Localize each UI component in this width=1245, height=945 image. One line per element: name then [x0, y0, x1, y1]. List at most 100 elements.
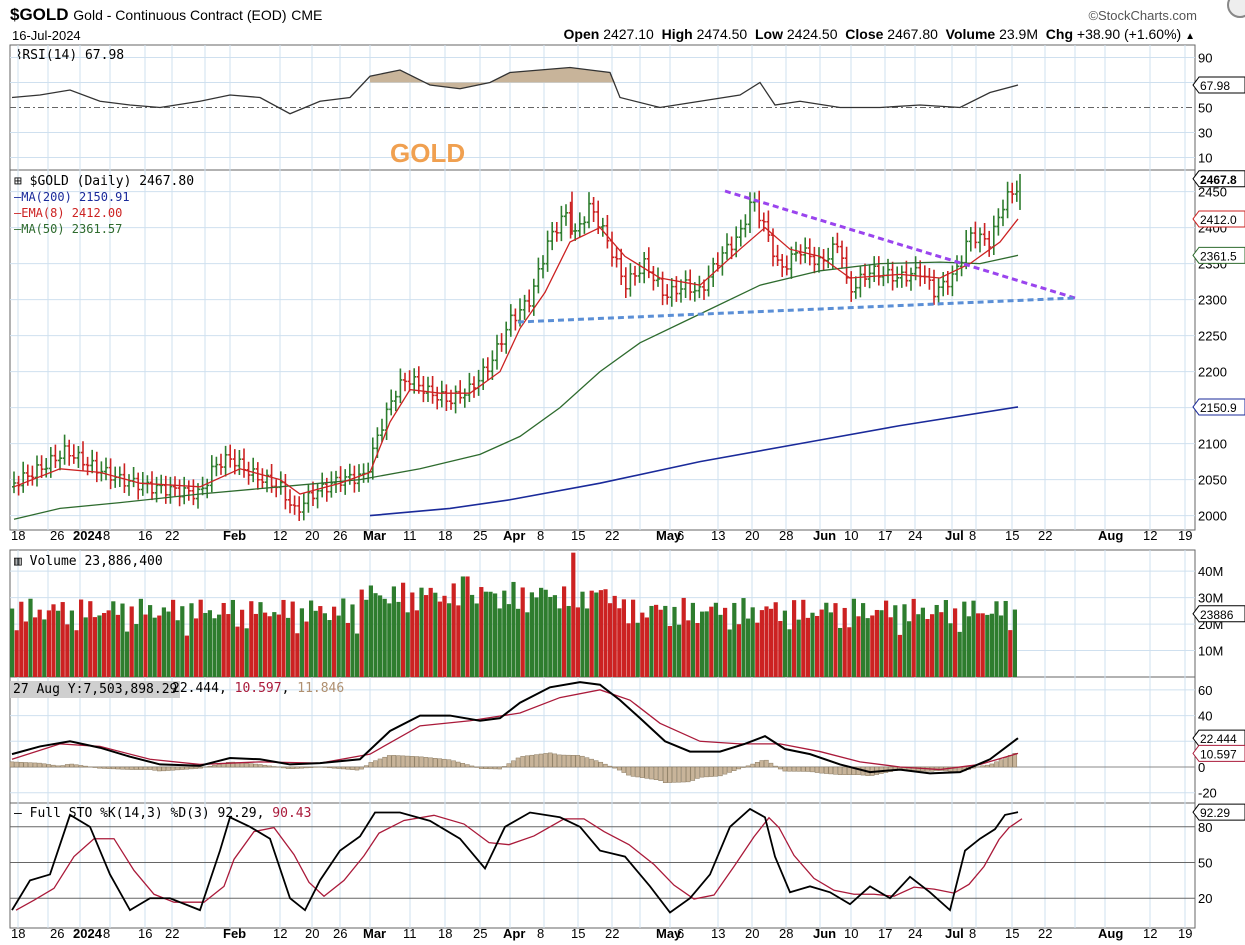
volume-bar: [677, 624, 682, 677]
price-bar: [393, 390, 398, 412]
volume-bar: [37, 609, 42, 677]
crosshair-tooltip: 27 Aug Y:7,503,898.29: [10, 681, 181, 698]
macd-hist-bar: [304, 766, 309, 769]
price-bar: [232, 449, 237, 475]
macd-hist-bar: [736, 766, 742, 770]
price-bar: [426, 376, 430, 402]
ma200-line: [369, 406, 1019, 517]
macd-hist-bar: [400, 755, 406, 768]
volume-bar: [548, 596, 553, 677]
volume-bar: [585, 608, 590, 677]
volume-bar: [953, 608, 958, 677]
support-trendline: [517, 296, 1076, 324]
macd-hist-bar: [823, 766, 829, 774]
sto-tag: [1192, 803, 1245, 821]
price-tag-label: 2361.5: [1200, 249, 1237, 263]
x-tick-label: 25: [473, 528, 487, 543]
macd-hist-bar: [534, 754, 539, 768]
volume-bar: [497, 608, 502, 677]
volume-bar: [999, 615, 1004, 677]
macd-hist-bar: [446, 759, 452, 768]
macd-hist-bar: [796, 766, 801, 772]
macd-hist-bar: [166, 766, 171, 771]
volume-bar: [575, 607, 580, 677]
price-bar: [191, 479, 196, 506]
price-bar: [315, 483, 320, 509]
macd-hist-bar: [267, 765, 272, 768]
macd-hist-bar: [667, 766, 673, 783]
x-tick-label: 13: [711, 528, 725, 543]
macd-hist-bar: [106, 766, 111, 769]
macd-tick-label: 0: [1198, 760, 1205, 775]
price-bar: [453, 385, 458, 414]
macd-tag: [1192, 729, 1245, 747]
volume-bar: [861, 603, 866, 677]
macd-hist-bar: [814, 766, 820, 773]
macd-hist-bar: [639, 766, 645, 778]
x-tick-label: 12: [273, 926, 287, 941]
price-bar: [458, 380, 463, 404]
price-bar: [876, 256, 881, 286]
ema8-line: [13, 218, 1019, 495]
volume-bar: [350, 604, 355, 677]
volume-bar: [617, 608, 622, 677]
price-bar: [352, 465, 357, 493]
volume-bar: [792, 600, 797, 677]
volume-bar: [138, 598, 143, 677]
volume-bar: [939, 612, 944, 677]
volume-bar: [23, 621, 28, 677]
volume-bar: [718, 614, 723, 677]
brand-label[interactable]: ©StockCharts.com: [1088, 8, 1197, 23]
volume-bar: [879, 610, 884, 677]
volume-bar: [171, 599, 176, 677]
macd-hist-bar: [248, 763, 254, 768]
volume-bar: [60, 602, 65, 677]
price-bar: [830, 236, 835, 269]
macd-hist-bar: [589, 758, 594, 768]
macd-hist-bar: [575, 755, 581, 768]
x-tick-label: 15: [1005, 528, 1019, 543]
price-bar: [573, 223, 578, 241]
x-tick-label: 19: [1178, 528, 1192, 543]
x-tick-label: 8: [103, 528, 110, 543]
volume-bar: [773, 602, 778, 677]
volume-bar: [704, 611, 709, 677]
price-bar: [122, 463, 127, 493]
panel-sto: [9, 802, 1196, 929]
volume-bar: [226, 614, 231, 677]
volume-bar: [516, 608, 521, 677]
volume-bar: [456, 605, 461, 677]
y-tick-label: 2250: [1198, 329, 1227, 344]
x-tick-label: Feb: [223, 926, 246, 941]
price-bar: [729, 236, 734, 260]
macd-hist-bar: [626, 766, 631, 776]
volume-bar: [184, 635, 189, 677]
price-bar: [784, 255, 789, 276]
macd-hist-bar: [170, 766, 176, 771]
macd-hist-bar: [147, 766, 153, 770]
x-tick-label: Jul: [945, 926, 964, 941]
macd-hist-bar: [152, 766, 157, 771]
price-bar: [812, 246, 817, 274]
volume-bar: [539, 587, 544, 677]
macd-hist-bar: [690, 766, 696, 781]
macd-line: [11, 681, 1019, 775]
price-bar: [292, 495, 297, 515]
macd-hist-bar: [97, 766, 102, 769]
x-tick-label: Jun: [813, 926, 836, 941]
x-tick-label: 6: [677, 528, 684, 543]
price-bar: [173, 476, 177, 497]
price-bar: [85, 456, 90, 476]
price-bar: [62, 434, 67, 465]
volume-bar: [626, 623, 631, 677]
price-bar: [872, 256, 877, 282]
volume-bar: [428, 587, 433, 677]
price-bar: [909, 267, 913, 291]
macd-hist-bar: [230, 761, 236, 768]
x-tick-label: 28: [779, 926, 793, 941]
volume-bar: [148, 605, 153, 677]
x-tick-label: Feb: [223, 528, 246, 543]
settings-icon[interactable]: [1227, 0, 1245, 18]
volume-bar: [203, 612, 208, 677]
